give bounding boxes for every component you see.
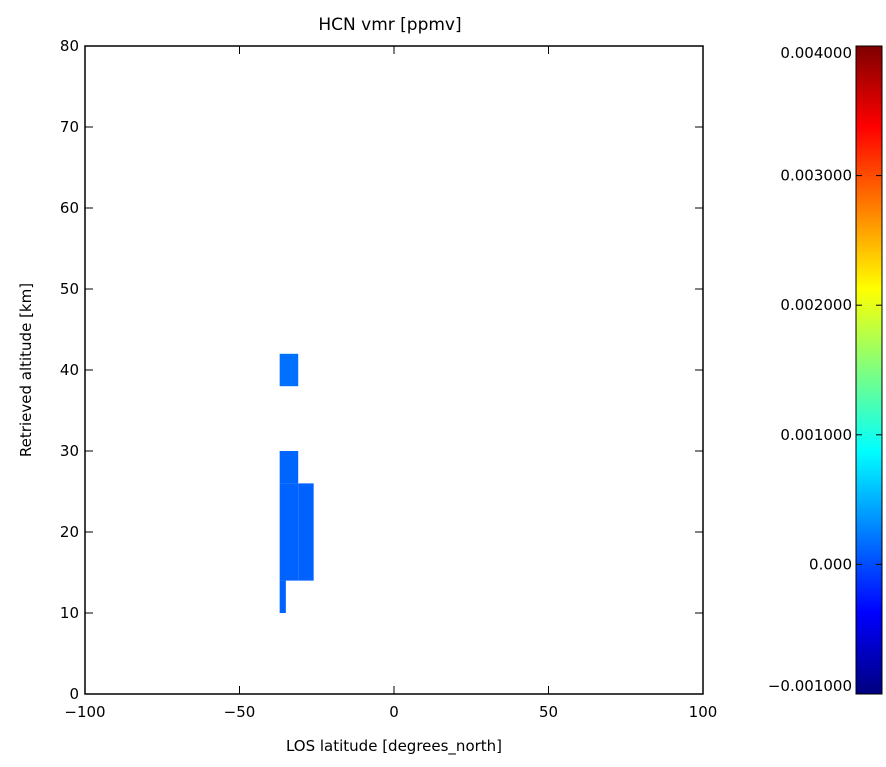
colorbar-tick-label: 0.001000 [780,426,852,444]
colorbar-tick-label: 0.002000 [780,296,852,314]
heatmap-cell [279,483,299,581]
heatmap-cell [279,580,286,613]
colorbar-tick-label: 0.004000 [780,44,852,62]
y-tick-label: 80 [60,37,79,55]
y-tick-label: 10 [60,604,79,622]
y-tick-label: 50 [60,280,79,298]
x-tick-label: 0 [389,703,399,721]
heatmap-cell [298,483,314,581]
x-axis-title: LOS latitude [degrees_north] [286,737,502,756]
y-tick-label: 40 [60,361,79,379]
y-tick-label: 60 [60,199,79,217]
heatmap-cell [279,353,299,387]
y-axis-title: Retrieved altitude [km] [17,283,35,457]
colorbar-axis: −0.001000 0.000 0.001000 0.002000 0.003000 0.… [768,44,882,695]
x-tick-label: 50 [539,703,558,721]
y-tick-label: 30 [60,442,79,460]
chart-title: HCN vmr [ppmv] [318,15,461,35]
y-tick-label: 20 [60,523,79,541]
x-tick-label: −50 [224,703,256,721]
plot-frame [84,45,704,695]
y-tick-label: 70 [60,118,79,136]
colorbar-tick-label: 0.003000 [780,167,852,185]
plot-cells [279,353,314,613]
colorbar-tick-label: −0.001000 [768,677,852,695]
x-tick-label: −100 [64,703,105,721]
colorbar-tick-label: 0.000 [809,555,852,573]
x-axis: −100 −50 0 50 100 [64,46,717,721]
y-axis: 0 10 20 30 40 50 60 70 80 [60,37,703,703]
heatmap-cell [279,451,299,484]
x-tick-label: 100 [689,703,718,721]
colorbar [855,45,883,695]
y-tick-label: 0 [69,685,79,703]
